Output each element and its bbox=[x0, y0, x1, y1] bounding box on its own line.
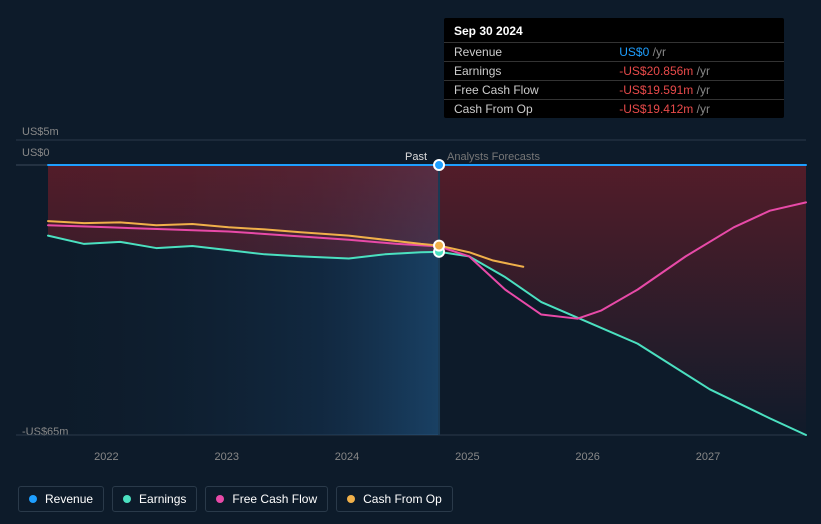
tooltip-row: Earnings-US$20.856m /yr bbox=[444, 62, 784, 81]
tooltip-row-label: Free Cash Flow bbox=[444, 81, 609, 100]
chart-legend: Revenue Earnings Free Cash Flow Cash From O… bbox=[18, 486, 453, 512]
legend-item-revenue[interactable]: Revenue bbox=[18, 486, 104, 512]
x-tick-2024: 2024 bbox=[335, 451, 359, 463]
x-tick-2025: 2025 bbox=[455, 451, 479, 463]
legend-item-earnings[interactable]: Earnings bbox=[112, 486, 197, 512]
tooltip-row-value: US$0 /yr bbox=[609, 43, 784, 62]
x-tick-2027: 2027 bbox=[696, 451, 720, 463]
legend-swatch-icon bbox=[216, 495, 224, 503]
tooltip-row: RevenueUS$0 /yr bbox=[444, 43, 784, 62]
legend-label: Cash From Op bbox=[363, 492, 442, 506]
tooltip-row-value: -US$19.412m /yr bbox=[609, 100, 784, 119]
x-tick-2022: 2022 bbox=[94, 451, 118, 463]
legend-label: Free Cash Flow bbox=[232, 492, 317, 506]
legend-swatch-icon bbox=[347, 495, 355, 503]
legend-item-fcf[interactable]: Free Cash Flow bbox=[205, 486, 328, 512]
legend-item-cfo[interactable]: Cash From Op bbox=[336, 486, 453, 512]
forecast-chart: US$5m US$0 -US$65m Past Analysts Forecas… bbox=[0, 0, 821, 524]
legend-label: Revenue bbox=[45, 492, 93, 506]
data-tooltip: Sep 30 2024 RevenueUS$0 /yrEarnings-US$2… bbox=[444, 18, 784, 118]
tooltip-row-label: Revenue bbox=[444, 43, 609, 62]
cursor-marker-revenue bbox=[434, 160, 444, 170]
tooltip-row-label: Cash From Op bbox=[444, 100, 609, 119]
tooltip-row-label: Earnings bbox=[444, 62, 609, 81]
x-tick-2026: 2026 bbox=[575, 451, 599, 463]
tooltip-row: Cash From Op-US$19.412m /yr bbox=[444, 100, 784, 119]
legend-swatch-icon bbox=[29, 495, 37, 503]
cursor-marker-cfo bbox=[434, 241, 444, 251]
tooltip-row: Free Cash Flow-US$19.591m /yr bbox=[444, 81, 784, 100]
tooltip-row-value: -US$19.591m /yr bbox=[609, 81, 784, 100]
legend-label: Earnings bbox=[139, 492, 186, 506]
tooltip-row-value: -US$20.856m /yr bbox=[609, 62, 784, 81]
tooltip-title: Sep 30 2024 bbox=[444, 18, 784, 42]
legend-swatch-icon bbox=[123, 495, 131, 503]
x-tick-2023: 2023 bbox=[214, 451, 238, 463]
